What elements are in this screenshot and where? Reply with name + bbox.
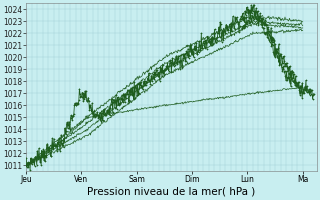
X-axis label: Pression niveau de la mer( hPa ): Pression niveau de la mer( hPa ) xyxy=(87,187,255,197)
